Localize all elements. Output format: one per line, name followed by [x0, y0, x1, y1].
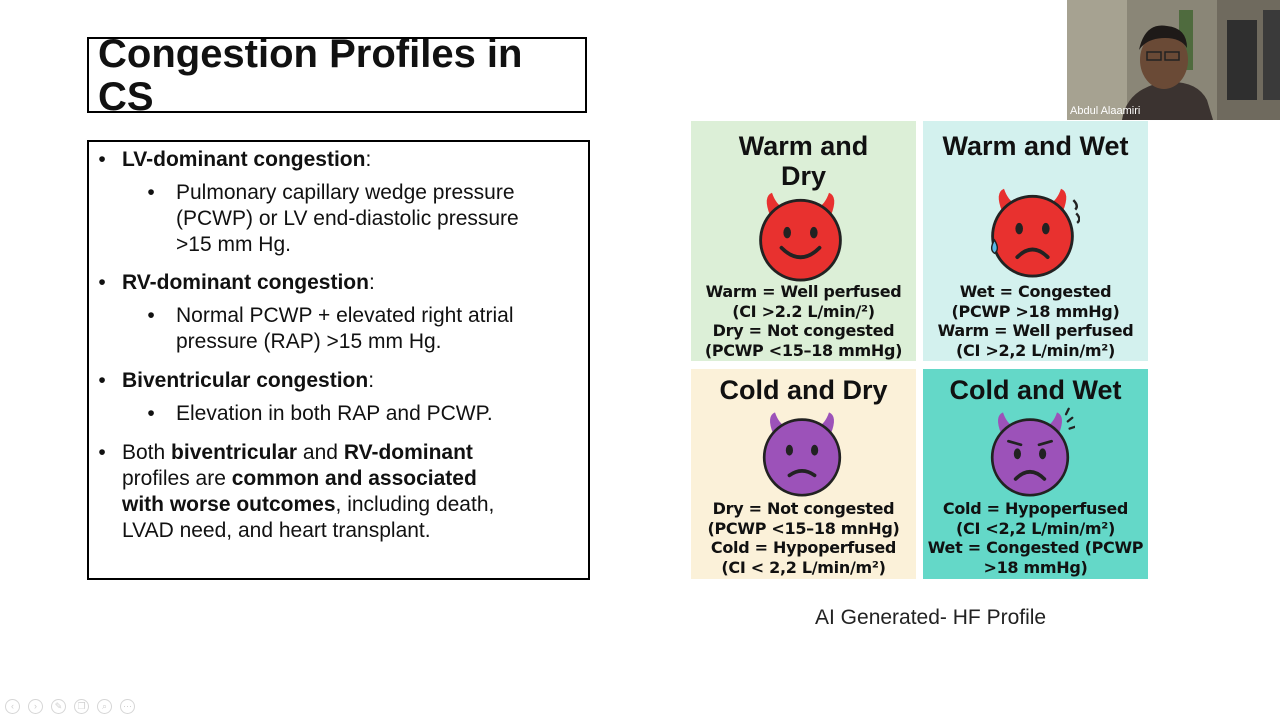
pen-icon[interactable]: ✎ — [51, 699, 66, 714]
profile-title: Cold and Dry — [719, 375, 888, 405]
sub-bullet-dot: • — [147, 402, 155, 425]
bullet-dot: • — [98, 441, 106, 464]
profile-description: Warm = Well perfused (CI >2.2 L/min/²) D… — [704, 282, 903, 360]
slide-toolbar: ‹ › ✎ ❐ ⌕ ⋯ — [5, 699, 135, 715]
slide-title: Congestion Profiles in CS — [98, 37, 523, 113]
participant-name: Abdul Alaamiri — [1070, 105, 1141, 117]
bullet-dot: • — [98, 369, 106, 392]
sub-bullet-line: pressure (RAP) >15 mm Hg. — [176, 330, 442, 353]
sub-bullet-line: Normal PCWP + elevated right atrial — [176, 304, 514, 327]
sub-bullet-line: Pulmonary capillary wedge pressure — [176, 181, 515, 204]
profile-description: Cold = Hypoperfused (CI <2,2 L/min/m²) W… — [927, 499, 1144, 577]
profile-description: Dry = Not congested (PCWP <15–18 mnHg) C… — [707, 499, 900, 577]
image-caption: AI Generated- HF Profile — [815, 606, 1047, 629]
bullet-content-box: • LV-dominant congestion: • Pulmonary ca… — [87, 140, 590, 580]
sub-bullet-line: Elevation in both RAP and PCWP. — [176, 402, 493, 425]
profile-cold-dry: Cold and Dry Dry = Not congested (PCWP <… — [691, 369, 916, 579]
participant-video-feed — [1067, 0, 1280, 120]
arrow-right-icon[interactable]: › — [28, 699, 43, 714]
profile-title: Warm and Wet — [942, 131, 1129, 161]
copy-icon[interactable]: ❐ — [74, 699, 89, 714]
participant-video-tile[interactable]: Abdul Alaamiri — [1067, 0, 1280, 120]
zoom-icon[interactable]: ⌕ — [97, 699, 112, 714]
profile-cold-wet: Cold and Wet Cold = Hypoperfused (CI <2,… — [923, 369, 1148, 579]
sad-sweating-face-icon — [990, 188, 1080, 278]
bullet-heading: Biventricular congestion — [122, 369, 369, 392]
happy-face-icon — [759, 192, 842, 282]
slide-title-line1: Congestion Profiles in — [98, 37, 523, 76]
slide-title-line2: CS — [98, 75, 154, 113]
sub-bullet-line: (PCWP) or LV end-diastolic pressure — [176, 207, 519, 230]
profile-warm-wet: Warm and Wet Wet = Congested (PCWP >18 m… — [923, 121, 1148, 361]
bullet-heading: RV-dominant congestion — [122, 271, 369, 294]
sub-bullet-dot: • — [147, 181, 155, 204]
bullet-dot: • — [98, 271, 106, 294]
arrow-left-icon[interactable]: ‹ — [5, 699, 20, 714]
profile-title: Warm and Dry — [738, 131, 869, 191]
sub-bullet-line: >15 mm Hg. — [176, 233, 291, 256]
profile-warm-dry: Warm and Dry Warm = Well perfused (CI >2… — [691, 121, 916, 361]
profile-description: Wet = Congested (PCWP >18 mmHg) Warm = W… — [937, 282, 1134, 360]
bullet-heading: LV-dominant congestion — [122, 148, 366, 171]
worried-face-icon — [990, 407, 1075, 497]
hf-profile-grid: Warm and Dry Warm = Well perfused (CI >2… — [691, 121, 1149, 579]
more-icon[interactable]: ⋯ — [120, 699, 135, 714]
slide-title-box: Congestion Profiles in CS — [87, 37, 587, 113]
bullet-dot: • — [98, 148, 106, 171]
sub-bullet-dot: • — [147, 304, 155, 327]
frowning-face-icon — [762, 412, 842, 497]
profile-title: Cold and Wet — [949, 375, 1122, 405]
